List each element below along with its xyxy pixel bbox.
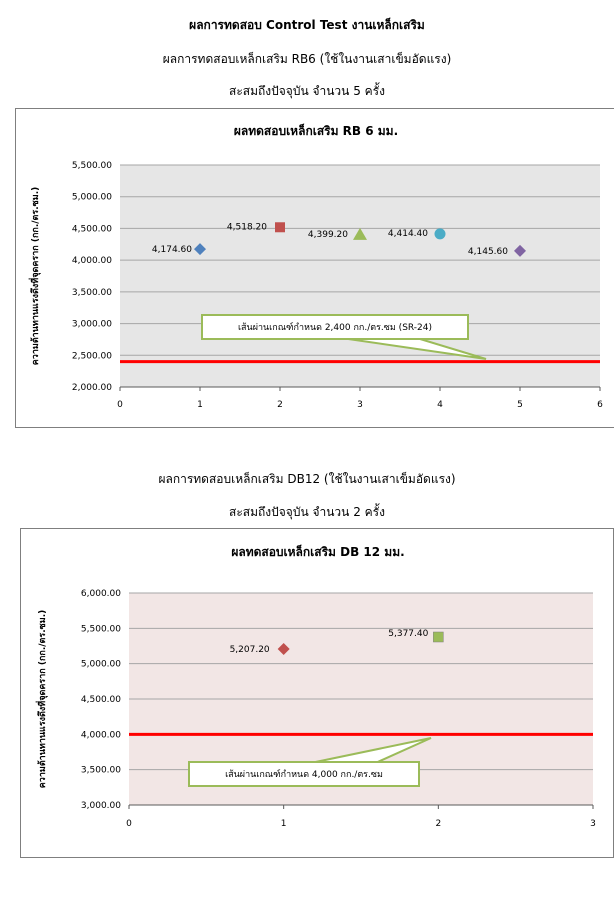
- data-label: 4,174.60: [152, 245, 192, 255]
- section2-subtitle: ผลการทดสอบเหล็กเสริม DB12 (ใช้ในงานเสาเข…: [158, 472, 456, 486]
- section1-subtitle: ผลการทดสอบเหล็กเสริม RB6 (ใช้ในงานเสาเข็…: [162, 52, 452, 66]
- data-label: 4,414.40: [388, 229, 428, 239]
- x-tick-label: 1: [197, 400, 203, 410]
- y-tick-label: 3,500.00: [81, 766, 121, 776]
- x-tick-label: 3: [590, 819, 596, 829]
- y-tick-label: 5,500.00: [81, 624, 121, 634]
- y-tick-label: 6,000.00: [81, 589, 121, 599]
- y-tick-label: 3,000.00: [81, 801, 121, 811]
- chart-title: ผลทดสอบเหล็กเสริม DB 12 มม.: [231, 544, 404, 559]
- y-tick-label: 5,500.00: [72, 161, 112, 171]
- x-tick-label: 5: [517, 400, 523, 410]
- data-point-triangle: [353, 227, 367, 240]
- data-point-circle: [434, 228, 446, 240]
- callout-box: [201, 314, 469, 340]
- x-tick-label: 4: [437, 400, 443, 410]
- data-point-square: [433, 631, 444, 643]
- y-tick-label: 4,000.00: [81, 730, 121, 740]
- y-tick-label: 3,000.00: [72, 320, 112, 330]
- data-point-square: [275, 222, 285, 233]
- y-axis-label: ความต้านทานแรงดึงที่จุดคราก (กก./ตร.ซม.): [28, 187, 41, 365]
- x-tick-label: 0: [126, 819, 132, 829]
- callout-text: เส้นผ่านเกณฑ์กำหนด 4,000 กก./ตร.ซม: [225, 768, 383, 780]
- data-label: 5,207.20: [230, 645, 270, 655]
- data-point-diamond: [194, 243, 206, 256]
- data-label: 4,518.20: [227, 222, 267, 232]
- data-point-diamond: [277, 643, 290, 656]
- chart-rb6-svg: ผลทดสอบเหล็กเสริม RB 6 มม. 2,000.00 2,500.…: [28, 123, 603, 410]
- x-tick-label: 2: [277, 400, 283, 410]
- y-tick-label: 2,500.00: [72, 351, 112, 361]
- y-tick-label: 5,000.00: [72, 193, 112, 203]
- y-tick-label: 4,500.00: [72, 224, 112, 234]
- data-point-diamond: [514, 244, 526, 257]
- x-tick-label: 2: [435, 819, 441, 829]
- document-heading: ผลการทดสอบ Control Test งานเหล็กเสริม: [189, 18, 425, 32]
- y-tick-label: 4,000.00: [72, 256, 112, 266]
- chart-db12: ผลทดสอบเหล็กเสริม DB 12 มม. 3,000.00 3,500…: [20, 528, 614, 858]
- x-tick-label: 6: [597, 400, 603, 410]
- callout-box: [188, 761, 420, 787]
- y-axis-label: ความต้านทานแรงดึงที่จุดคราก (กก./ตร.ซม.): [35, 610, 48, 788]
- chart-db12-svg: ผลทดสอบเหล็กเสริม DB 12 มม. 3,000.00 3,500…: [35, 544, 596, 829]
- x-tick-label: 0: [117, 400, 123, 410]
- y-tick-label: 2,000.00: [72, 383, 112, 393]
- data-label: 4,145.60: [468, 247, 508, 257]
- x-tick-label: 3: [357, 400, 363, 410]
- chart-rb6: ผลทดสอบเหล็กเสริม RB 6 มม. 2,000.00 2,500.…: [15, 108, 614, 428]
- section2-count-text: สะสมถึงปัจจุบัน จำนวน 2 ครั้ง: [229, 505, 385, 519]
- y-tick-label: 3,500.00: [72, 288, 112, 298]
- y-tick-label: 5,000.00: [81, 660, 121, 670]
- data-label: 4,399.20: [308, 230, 348, 240]
- y-tick-label: 4,500.00: [81, 695, 121, 705]
- data-label: 5,377.40: [388, 629, 428, 639]
- section1-count-text: สะสมถึงปัจจุบัน จำนวน 5 ครั้ง: [229, 84, 385, 98]
- plot-area: [120, 165, 600, 387]
- callout-text: เส้นผ่านเกณฑ์กำหนด 2,400 กก./ตร.ซม (SR-2…: [238, 321, 432, 333]
- chart-title: ผลทดสอบเหล็กเสริม RB 6 มม.: [234, 123, 398, 138]
- x-tick-label: 1: [281, 819, 287, 829]
